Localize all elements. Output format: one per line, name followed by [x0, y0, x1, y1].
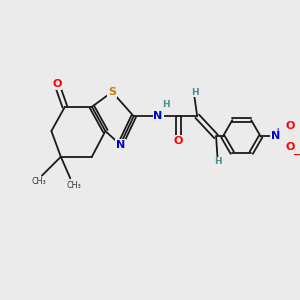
Text: N: N: [116, 140, 125, 150]
Text: CH₃: CH₃: [31, 177, 46, 186]
Text: −: −: [293, 150, 300, 160]
Text: O: O: [286, 121, 295, 131]
Text: H: H: [214, 157, 221, 166]
Text: H: H: [162, 100, 170, 109]
Text: O: O: [52, 79, 62, 89]
Text: O: O: [174, 136, 183, 146]
Text: O: O: [286, 142, 295, 152]
Text: CH₃: CH₃: [67, 181, 82, 190]
Text: N: N: [271, 131, 280, 142]
Text: N: N: [153, 111, 163, 121]
Text: +: +: [274, 127, 281, 136]
Text: H: H: [191, 88, 198, 97]
Text: S: S: [108, 87, 116, 97]
